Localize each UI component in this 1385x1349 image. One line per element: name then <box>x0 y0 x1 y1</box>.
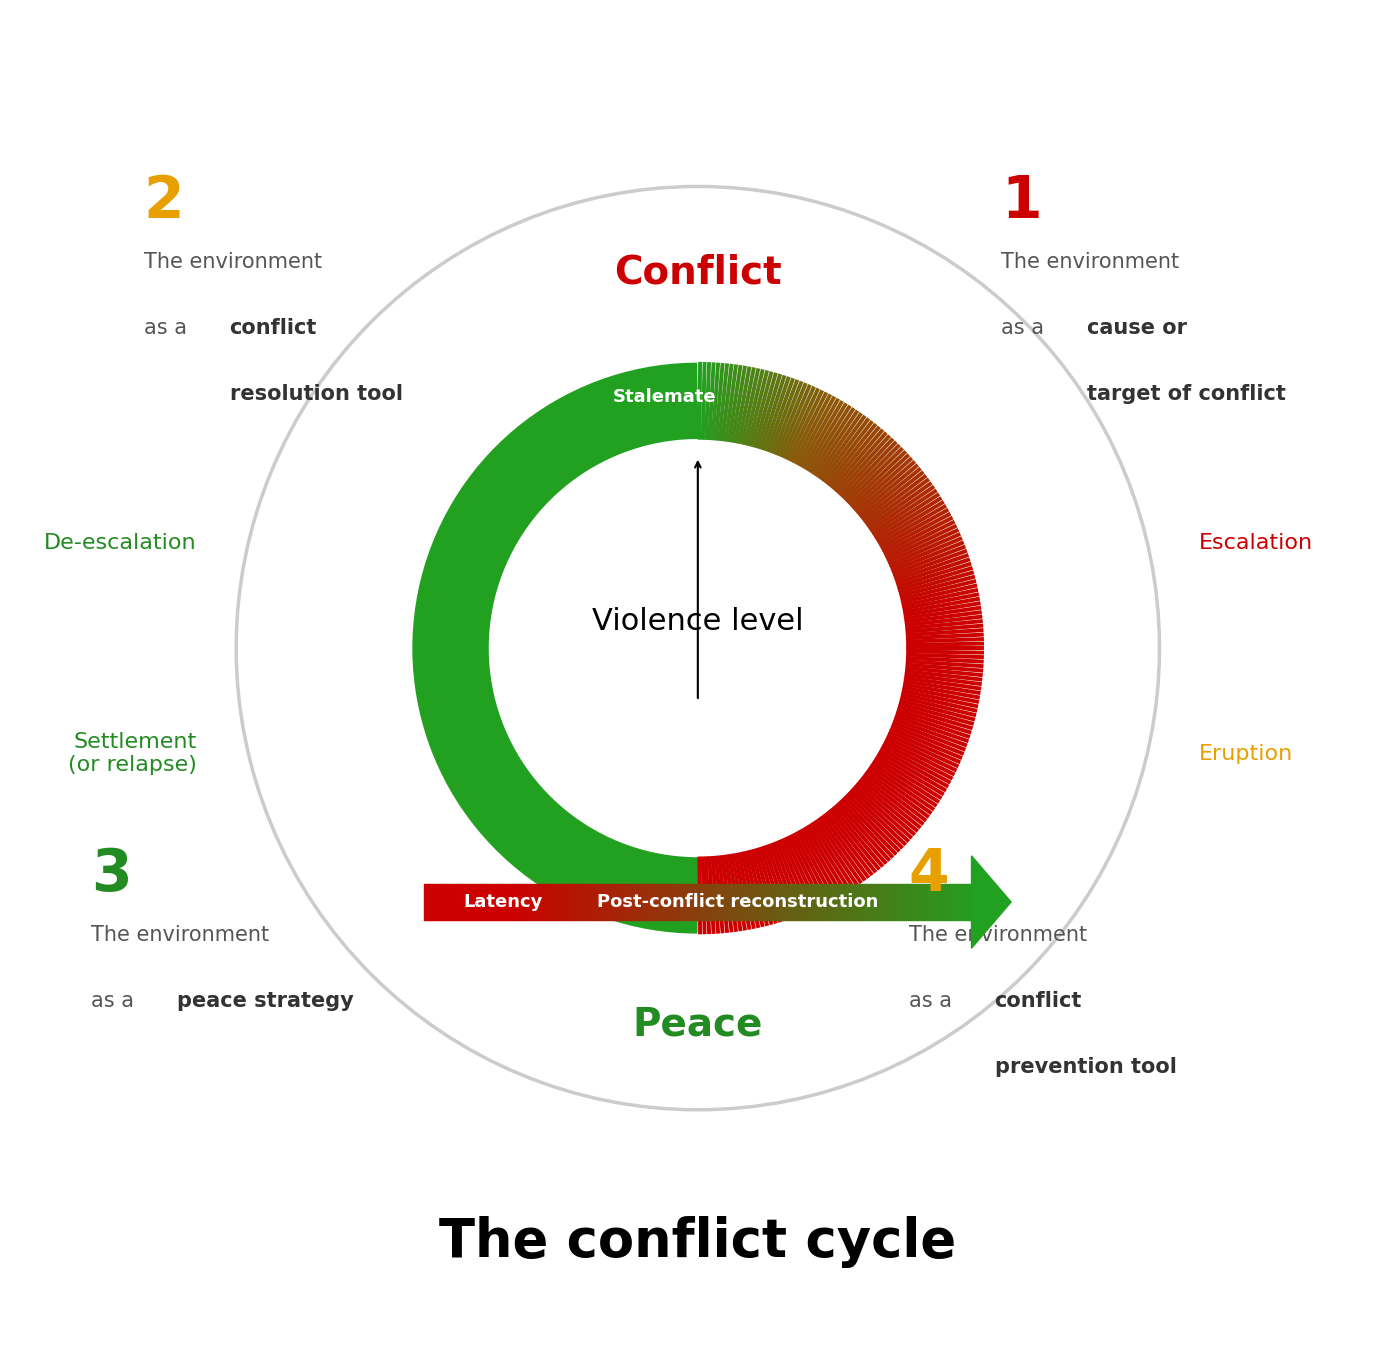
Text: resolution tool: resolution tool <box>230 384 403 405</box>
Text: 4: 4 <box>909 846 950 902</box>
Text: as a: as a <box>1001 318 1051 339</box>
Text: as a: as a <box>909 992 958 1010</box>
Text: The environment: The environment <box>909 925 1087 946</box>
Text: Violence level: Violence level <box>591 607 803 637</box>
Text: as a: as a <box>91 992 141 1010</box>
Text: Conflict: Conflict <box>614 254 781 291</box>
Text: Escalation: Escalation <box>1199 533 1313 553</box>
FancyArrow shape <box>971 855 1011 948</box>
Text: target of conflict: target of conflict <box>1087 384 1285 405</box>
Text: De-escalation: De-escalation <box>44 533 197 553</box>
Text: Latency: Latency <box>464 893 543 911</box>
Text: conflict: conflict <box>994 992 1082 1010</box>
Text: as a: as a <box>144 318 194 339</box>
Text: Peace: Peace <box>633 1005 763 1043</box>
Text: cause or: cause or <box>1087 318 1187 339</box>
Text: Post-conflict reconstruction: Post-conflict reconstruction <box>597 893 878 911</box>
Text: conflict: conflict <box>230 318 317 339</box>
Circle shape <box>500 451 896 846</box>
Text: The environment: The environment <box>1001 252 1179 272</box>
Text: 1: 1 <box>1001 173 1042 231</box>
Text: The environment: The environment <box>144 252 321 272</box>
Text: Eruption: Eruption <box>1199 743 1294 764</box>
Text: The environment: The environment <box>91 925 269 946</box>
Text: Stalemate: Stalemate <box>614 389 716 406</box>
Text: prevention tool: prevention tool <box>994 1058 1176 1077</box>
Text: 2: 2 <box>144 173 184 231</box>
Text: The conflict cycle: The conflict cycle <box>439 1215 957 1268</box>
Text: peace strategy: peace strategy <box>177 992 353 1010</box>
Text: Settlement
(or relapse): Settlement (or relapse) <box>68 733 197 776</box>
Text: 3: 3 <box>91 846 132 902</box>
